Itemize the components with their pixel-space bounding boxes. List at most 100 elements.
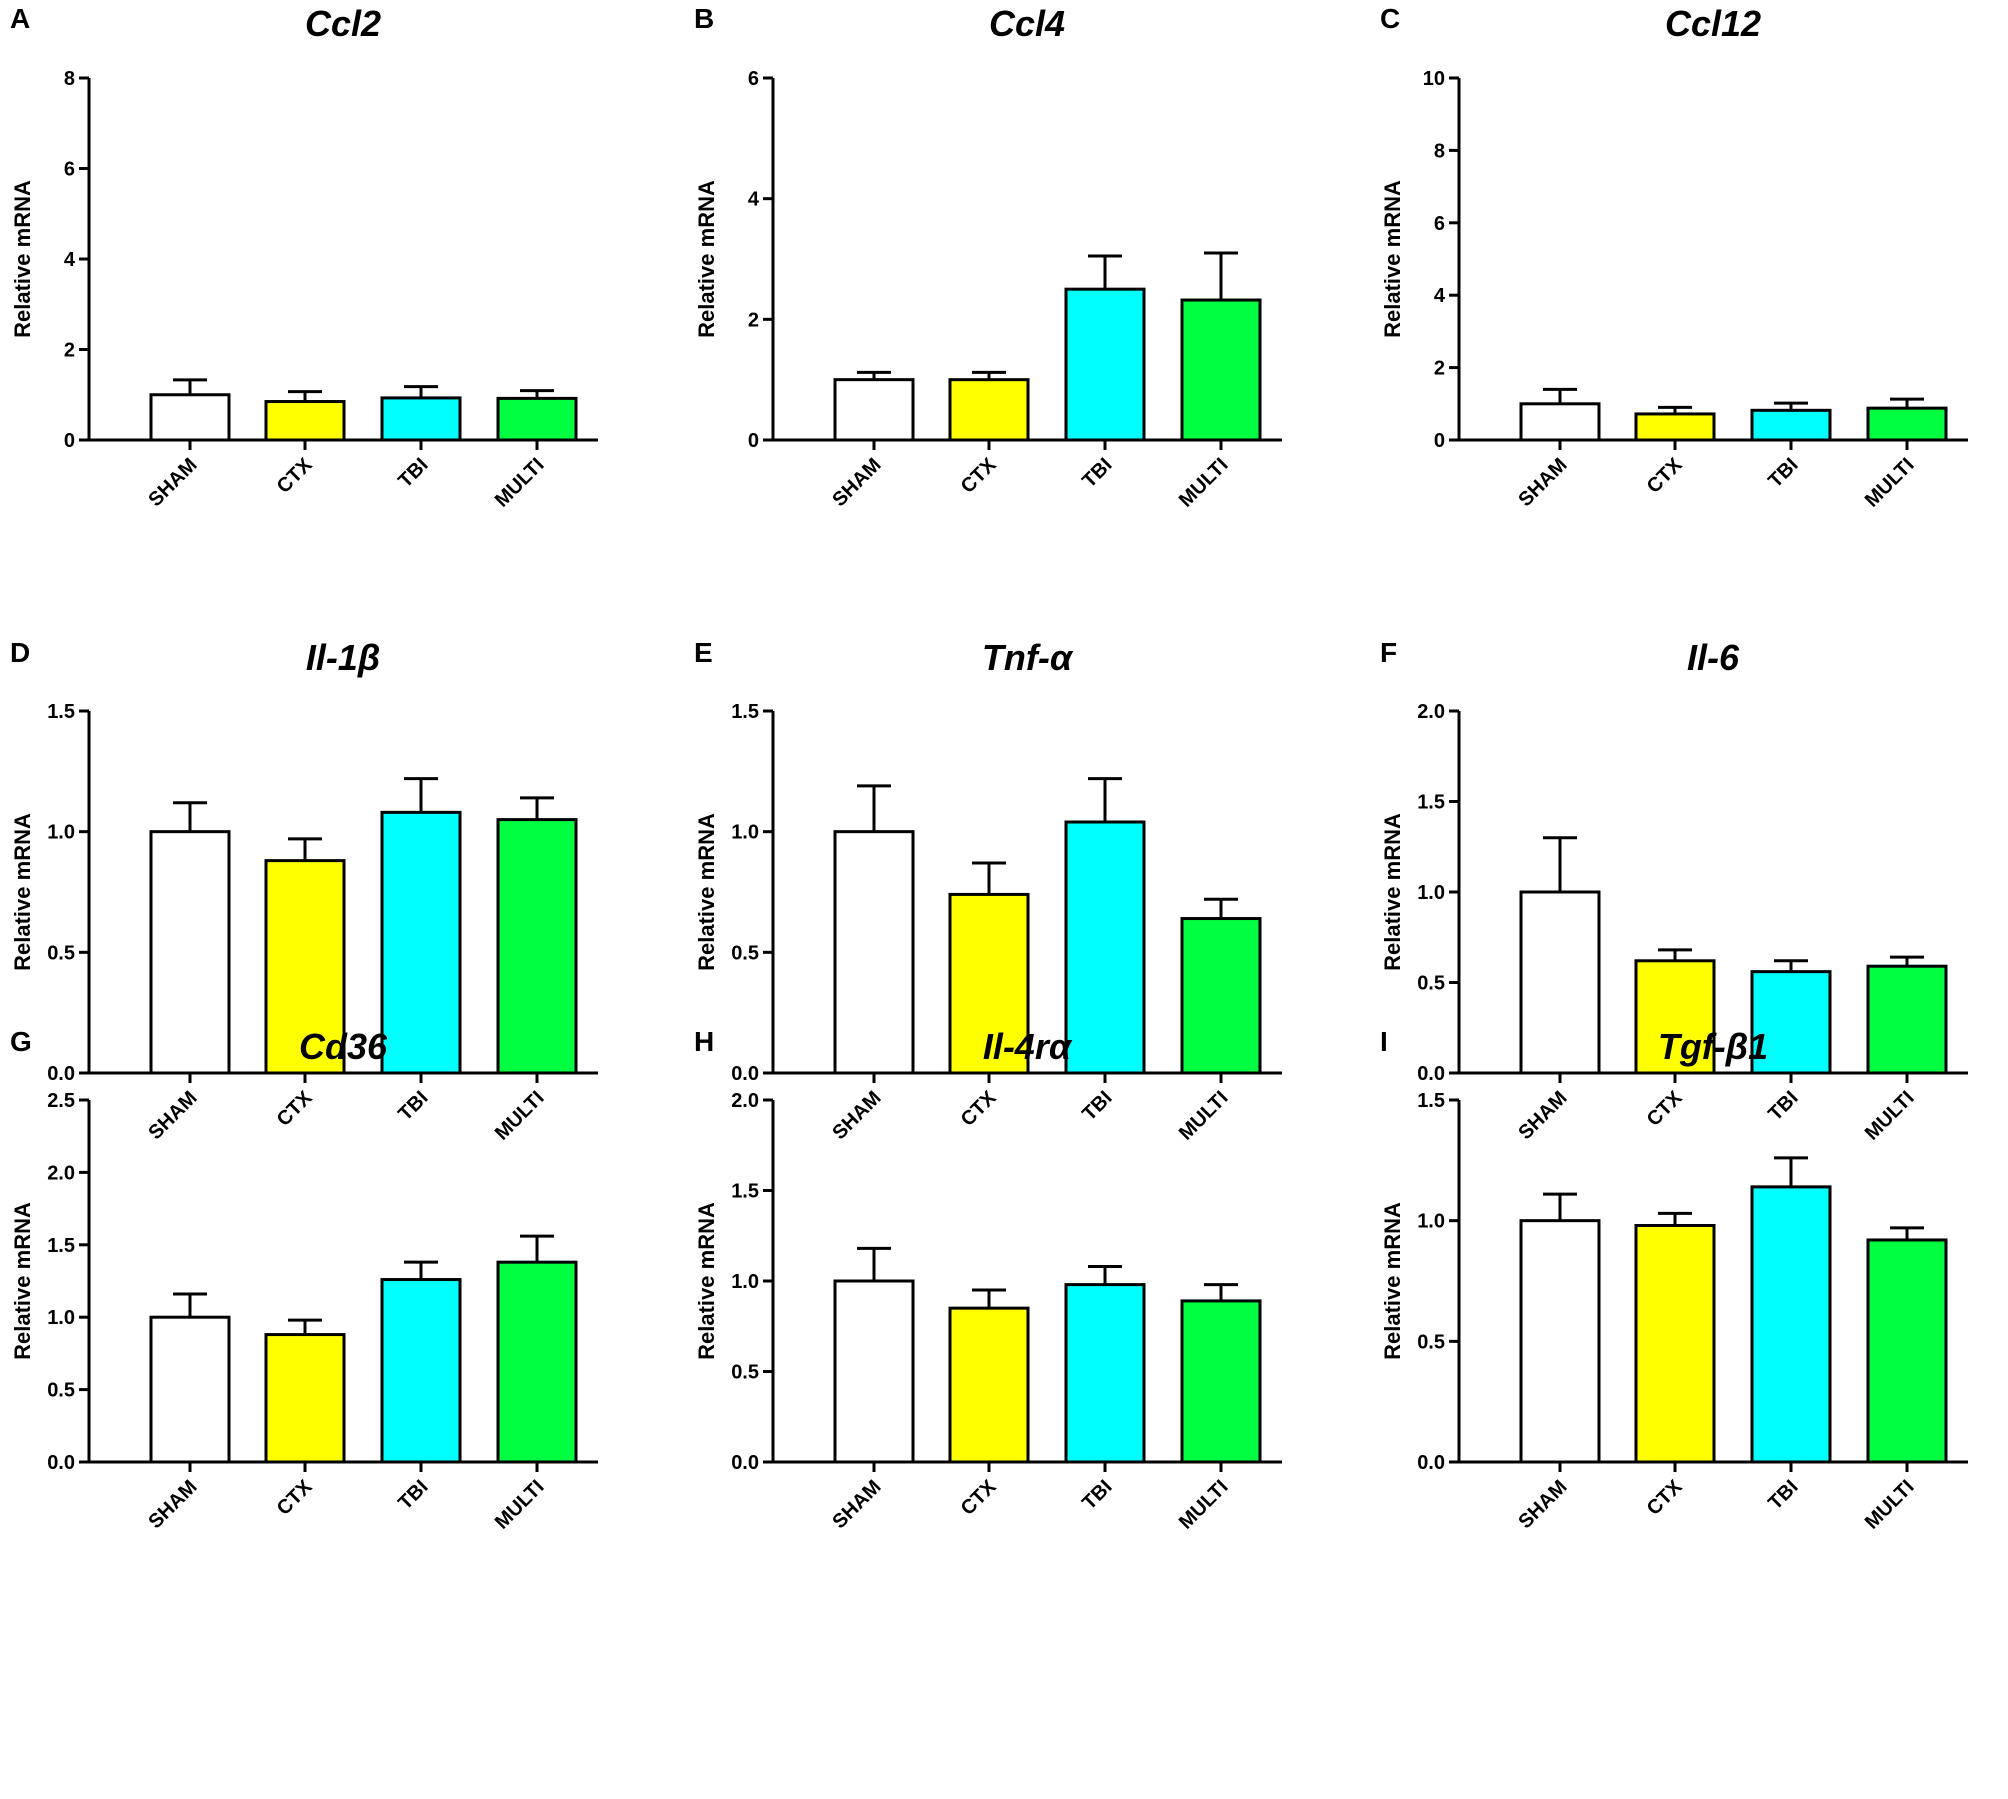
y-tick-label: 2.5 — [47, 1090, 75, 1112]
y-tick-label: 0 — [1434, 430, 1445, 452]
bar-tbi — [1750, 408, 1832, 442]
y-axis-label: Relative mRNA — [694, 180, 719, 338]
y-tick-label: 0.5 — [731, 1362, 759, 1384]
y-tick-label: 1.5 — [47, 701, 75, 723]
panel-letter: I — [1380, 1026, 1388, 1057]
x-tick-label: CTX — [273, 1087, 317, 1131]
bar-multi — [496, 818, 578, 1075]
x-tick-label: TBI — [1078, 1476, 1116, 1514]
chart-title: Ccl12 — [1665, 3, 1761, 44]
x-tick-label: CTX — [1643, 1087, 1687, 1131]
x-tick-label: CTX — [957, 454, 1001, 498]
bar-multi — [496, 396, 578, 442]
bar-multi — [1866, 406, 1948, 442]
y-tick-label: 0.0 — [47, 1452, 75, 1474]
bar-tbi — [1064, 820, 1146, 1075]
y-tick-label: 2 — [748, 309, 759, 331]
y-tick-label: 0.0 — [1417, 1452, 1445, 1474]
y-tick-label: 1.0 — [1417, 1211, 1445, 1233]
x-tick-label: SHAM — [1514, 454, 1571, 511]
y-tick-label: 0.0 — [731, 1063, 759, 1085]
x-tick-label: CTX — [957, 1476, 1001, 1520]
chart-panel-E: E Tnf-α Relative mRNA 0.0 0.5 1.0 1.5 SHAM CTX TB… — [694, 637, 1282, 1145]
x-tick-label: SHAM — [828, 454, 885, 511]
bar-ctx — [264, 400, 346, 442]
x-tick-label: SHAM — [1514, 1087, 1571, 1144]
y-tick-label: 8 — [64, 68, 75, 90]
bar-multi — [1180, 298, 1262, 442]
y-tick-label: 4 — [1434, 285, 1446, 307]
panel-letter: E — [694, 637, 713, 668]
bar-ctx — [948, 378, 1030, 442]
y-tick-label: 0.0 — [47, 1063, 75, 1085]
x-tick-label: TBI — [1764, 454, 1802, 492]
bar-ctx — [1634, 1223, 1716, 1464]
bar-sham — [1519, 402, 1601, 442]
chart-panel-A: A Ccl2 Relative mRNA 0 2 4 6 8 SHAM CTX TBI MULTI — [10, 3, 598, 512]
chart-title: Tnf-α — [982, 637, 1074, 678]
chart-panel-C: C Ccl12 Relative mRNA 0 2 4 6 8 10 SHAM CTX TBI MULT… — [1380, 3, 1968, 512]
x-tick-label: SHAM — [144, 454, 201, 511]
panel-letter: B — [694, 3, 714, 34]
x-tick-label: SHAM — [828, 1476, 885, 1533]
x-tick-label: CTX — [957, 1087, 1001, 1131]
y-tick-label: 1.5 — [1417, 1090, 1445, 1112]
y-tick-label: 0.0 — [731, 1452, 759, 1474]
chart-panel-G: G Cd36 Relative mRNA 0.0 0.5 1.0 1.5 2.0 2.5 SHAM… — [10, 1026, 598, 1534]
x-tick-label: TBI — [1078, 454, 1116, 492]
y-tick-label: 1.5 — [731, 1181, 759, 1203]
x-tick-label: TBI — [1764, 1476, 1802, 1514]
bar-sham — [149, 393, 231, 442]
bar-sham — [833, 378, 915, 442]
y-tick-label: 1.5 — [47, 1235, 75, 1257]
x-tick-label: MULTI — [1861, 454, 1919, 512]
x-tick-label: CTX — [273, 1476, 317, 1520]
chart-title: Il-6 — [1687, 637, 1740, 678]
y-axis-label: Relative mRNA — [10, 180, 35, 338]
y-tick-label: 1.0 — [731, 1271, 759, 1293]
panel-letter: F — [1380, 637, 1397, 668]
y-tick-label: 2.0 — [731, 1090, 759, 1112]
bar-ctx — [264, 1333, 346, 1464]
y-tick-label: 1.5 — [731, 701, 759, 723]
y-axis-label: Relative mRNA — [10, 813, 35, 971]
chart-title: Il-1β — [306, 637, 380, 678]
x-tick-label: SHAM — [144, 1087, 201, 1144]
x-tick-label: CTX — [1643, 1476, 1687, 1520]
x-tick-label: MULTI — [491, 454, 549, 512]
y-tick-label: 4 — [748, 189, 760, 211]
y-axis-label: Relative mRNA — [1380, 813, 1405, 971]
chart-title: Tgf-β1 — [1658, 1026, 1768, 1067]
x-tick-label: MULTI — [491, 1087, 549, 1145]
y-tick-label: 0.5 — [1417, 973, 1445, 995]
panel-letter: H — [694, 1026, 714, 1057]
bar-multi — [1866, 1238, 1948, 1464]
y-tick-label: 1.0 — [1417, 882, 1445, 904]
bar-ctx — [948, 1306, 1030, 1464]
bar-sham — [1519, 1219, 1601, 1464]
x-tick-label: MULTI — [491, 1476, 549, 1534]
y-tick-label: 10 — [1423, 68, 1445, 90]
panel-letter: A — [10, 3, 30, 34]
chart-panel-H: H Il-4rα Relative mRNA 0.0 0.5 1.0 1.5 2.0 SHAM C… — [694, 1026, 1282, 1534]
bar-sham — [149, 1315, 231, 1464]
y-tick-label: 1.0 — [731, 822, 759, 844]
bar-sham — [1519, 890, 1601, 1075]
bar-ctx — [948, 892, 1030, 1075]
y-tick-label: 0 — [748, 430, 759, 452]
bar-tbi — [1064, 287, 1146, 442]
y-axis-label: Relative mRNA — [1380, 180, 1405, 338]
y-axis-label: Relative mRNA — [694, 813, 719, 971]
panel-letter: D — [10, 637, 30, 668]
x-tick-label: MULTI — [1861, 1087, 1919, 1145]
y-axis-label: Relative mRNA — [1380, 1202, 1405, 1360]
y-tick-label: 2 — [64, 340, 75, 362]
y-tick-label: 0.5 — [47, 1380, 75, 1402]
bar-tbi — [1064, 1283, 1146, 1464]
y-tick-label: 2.0 — [47, 1162, 75, 1184]
y-tick-label: 6 — [748, 68, 759, 90]
bar-sham — [833, 1279, 915, 1464]
bar-multi — [1180, 1299, 1262, 1464]
bar-ctx — [1634, 959, 1716, 1075]
